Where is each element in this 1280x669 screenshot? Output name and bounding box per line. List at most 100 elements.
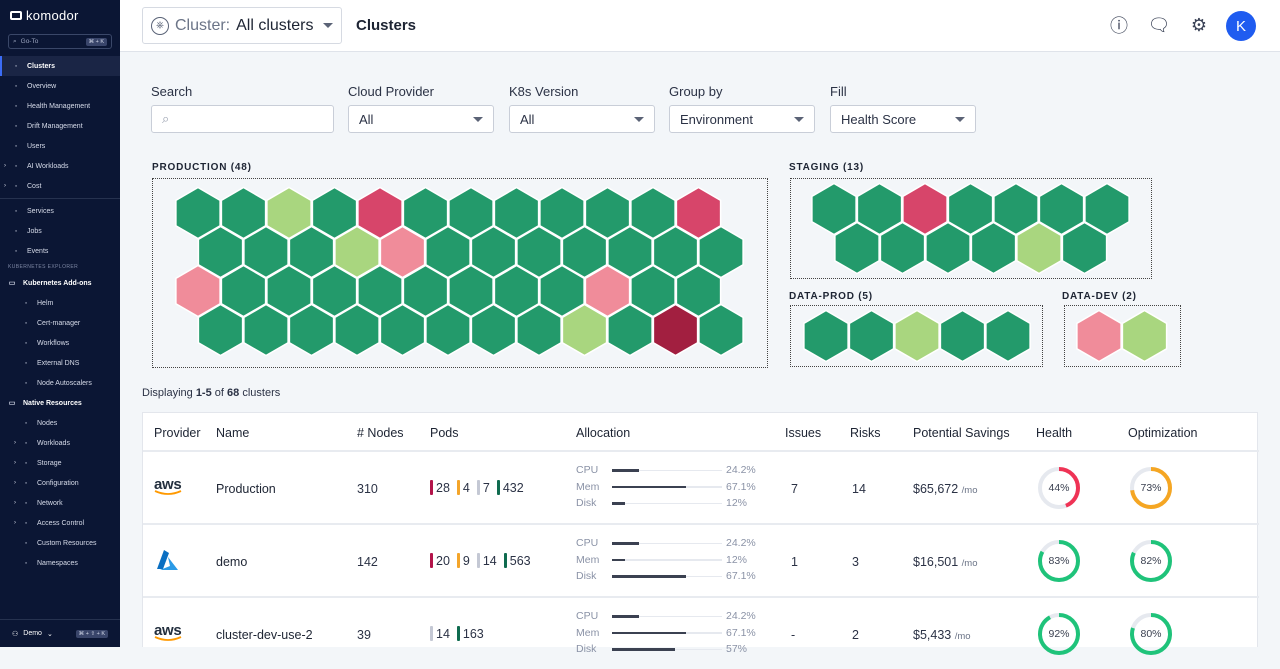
- gear-icon[interactable]: ⚙: [1190, 14, 1208, 35]
- help-icon[interactable]: ⓘ: [1110, 16, 1128, 36]
- sidebar-item-workloads[interactable]: › ◦ Workloads: [0, 433, 120, 453]
- sidebar-item-network[interactable]: › ◦ Network: [0, 493, 120, 513]
- cluster-hex-healthy[interactable]: [288, 303, 335, 357]
- cluster-hex-healthy[interactable]: [985, 309, 1031, 363]
- issues-count[interactable]: 1: [791, 555, 798, 569]
- cluster-hex-healthy[interactable]: [939, 309, 986, 363]
- sidebar-item-helm[interactable]: ◦ Helm: [0, 293, 120, 313]
- cluster-hex-healthy[interactable]: [493, 264, 540, 318]
- cluster-hex-healthy[interactable]: [834, 221, 880, 275]
- cluster-hex-healthy[interactable]: [803, 309, 849, 363]
- cluster-hex-healthy[interactable]: [379, 303, 426, 357]
- cluster-hex-healthy[interactable]: [993, 182, 1039, 236]
- cluster-name[interactable]: demo: [216, 555, 248, 569]
- sidebar-item-kubernetes-add-ons[interactable]: ▭ Kubernetes Add-ons: [0, 273, 120, 293]
- cluster-hex-healthy[interactable]: [698, 225, 744, 279]
- cluster-hex-severe[interactable]: [652, 303, 699, 357]
- cluster-hex-healthy[interactable]: [197, 225, 244, 279]
- cluster-hex-healthy[interactable]: [698, 303, 744, 357]
- issues-count[interactable]: 7: [791, 482, 798, 496]
- sidebar-item-nodes[interactable]: ◦ Nodes: [0, 413, 120, 433]
- sidebar-item-overview[interactable]: ◦ Overview: [0, 76, 120, 96]
- cluster-hex-healthy[interactable]: [539, 186, 585, 240]
- account-switcher[interactable]: ⚇ Demo ⌄ ⌘ + ⇧ + K: [0, 619, 120, 647]
- table-row[interactable]: demo 142 20 9 14 563 CPU 24.2% Mem 12% Disk 67.1…: [143, 523, 1259, 596]
- cluster-hex-healthy[interactable]: [402, 264, 449, 318]
- sidebar-item-custom-resources[interactable]: ◦ Custom Resources: [0, 533, 120, 553]
- sidebar-item-jobs[interactable]: ◦ Jobs: [0, 221, 120, 241]
- sidebar-item-events[interactable]: ◦ Events: [0, 241, 120, 261]
- cluster-hex-warning[interactable]: [175, 264, 221, 318]
- cluster-hex-healthy[interactable]: [970, 221, 1017, 275]
- cluster-hex-healthy[interactable]: [425, 303, 471, 357]
- cluster-hex-good[interactable]: [1121, 309, 1168, 363]
- sidebar-item-users[interactable]: ◦ Users: [0, 136, 120, 156]
- komodor-logo[interactable]: komodor: [10, 8, 79, 23]
- cluster-hex-healthy[interactable]: [630, 264, 676, 318]
- cluster-hex-warning[interactable]: [379, 225, 426, 279]
- cluster-hex-healthy[interactable]: [493, 186, 540, 240]
- cluster-hex-healthy[interactable]: [334, 303, 380, 357]
- cluster-hex-healthy[interactable]: [243, 225, 289, 279]
- cluster-hex-critical[interactable]: [357, 186, 403, 240]
- column-header-potential-savings[interactable]: Potential Savings: [913, 426, 1010, 440]
- cluster-hex-healthy[interactable]: [175, 186, 221, 240]
- cluster-hex-good[interactable]: [561, 303, 608, 357]
- group-by-select[interactable]: Environment: [669, 105, 815, 133]
- cluster-hex-healthy[interactable]: [811, 182, 857, 236]
- cluster-hex-warning[interactable]: [584, 264, 631, 318]
- sidebar-item-ai-workloads[interactable]: › ◦ AI Workloads: [0, 156, 120, 176]
- cluster-hex-good[interactable]: [334, 225, 380, 279]
- column-header-issues[interactable]: Issues: [785, 426, 822, 440]
- sidebar-item-workflows[interactable]: ◦ Workflows: [0, 333, 120, 353]
- table-row[interactable]: aws Production 310 28 4 7 432 CPU 24.2% Mem 67…: [143, 450, 1259, 523]
- cluster-hex-healthy[interactable]: [879, 221, 926, 275]
- column-header-name[interactable]: Name: [216, 426, 250, 440]
- cluster-hex-healthy[interactable]: [402, 186, 449, 240]
- cluster-hex-healthy[interactable]: [1061, 221, 1108, 275]
- cluster-hex-good[interactable]: [266, 186, 312, 240]
- cluster-hex-critical[interactable]: [675, 186, 722, 240]
- cluster-hex-healthy[interactable]: [1038, 182, 1085, 236]
- column-header-pods[interactable]: Pods: [430, 426, 459, 440]
- cluster-hex-healthy[interactable]: [652, 225, 699, 279]
- cluster-hex-healthy[interactable]: [357, 264, 403, 318]
- sidebar-item-configuration[interactable]: › ◦ Configuration: [0, 473, 120, 493]
- cluster-hex-healthy[interactable]: [561, 225, 608, 279]
- cluster-hex-healthy[interactable]: [266, 264, 312, 318]
- avatar[interactable]: K: [1226, 11, 1256, 41]
- risks-count[interactable]: 14: [852, 482, 866, 496]
- column-header-optimization[interactable]: Optimization: [1128, 426, 1198, 440]
- table-row[interactable]: aws cluster-dev-use-2 39 14 163 CPU 24.2% M…: [143, 596, 1259, 669]
- cluster-hex-healthy[interactable]: [220, 186, 267, 240]
- cluster-name[interactable]: cluster-dev-use-2: [216, 628, 313, 642]
- column-header-provider[interactable]: Provider: [154, 426, 201, 440]
- cluster-hex-healthy[interactable]: [220, 264, 267, 318]
- cluster-hex-healthy[interactable]: [925, 221, 971, 275]
- cluster-hex-healthy[interactable]: [470, 225, 517, 279]
- cluster-hex-healthy[interactable]: [856, 182, 903, 236]
- cluster-hex-healthy[interactable]: [607, 303, 653, 357]
- column-header-risks[interactable]: Risks: [850, 426, 881, 440]
- issues-count[interactable]: -: [791, 628, 796, 642]
- cluster-hex-healthy[interactable]: [539, 264, 585, 318]
- sidebar-item-services[interactable]: ◦ Services: [0, 201, 120, 221]
- sidebar-item-storage[interactable]: › ◦ Storage: [0, 453, 120, 473]
- cluster-hex-healthy[interactable]: [470, 303, 517, 357]
- cluster-hex-healthy[interactable]: [311, 264, 358, 318]
- cloud-provider-select[interactable]: All: [348, 105, 494, 133]
- fill-select[interactable]: Health Score: [830, 105, 976, 133]
- sidebar-item-drift-management[interactable]: ◦ Drift Management: [0, 116, 120, 136]
- sidebar-item-external-dns[interactable]: ◦ External DNS: [0, 353, 120, 373]
- chat-icon[interactable]: 🗨: [1147, 14, 1171, 35]
- cluster-hex-healthy[interactable]: [675, 264, 722, 318]
- column-header-health[interactable]: Health: [1036, 426, 1073, 440]
- cluster-hex-critical[interactable]: [902, 182, 948, 236]
- risks-count[interactable]: 3: [852, 555, 859, 569]
- goto-search[interactable]: ⌕ Go-To ⌘ + K: [8, 34, 112, 49]
- cluster-hex-healthy[interactable]: [197, 303, 244, 357]
- cluster-hex-good[interactable]: [894, 309, 940, 363]
- cluster-hex-healthy[interactable]: [448, 186, 494, 240]
- sidebar-item-node-autoscalers[interactable]: ◦ Node Autoscalers: [0, 373, 120, 393]
- cluster-hex-healthy[interactable]: [848, 309, 895, 363]
